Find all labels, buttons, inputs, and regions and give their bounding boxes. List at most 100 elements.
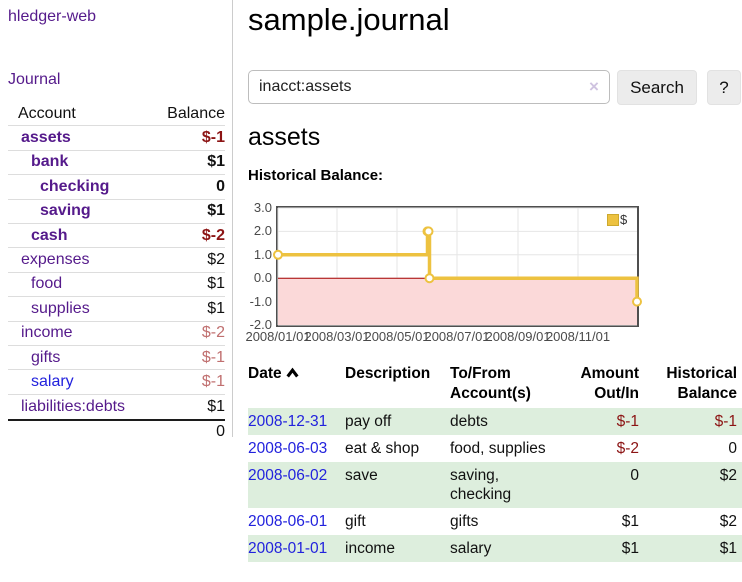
historical-balance-chart: $ 3.0 2.0 1.0 0.0 -1.0 -2.0 2008/01/01 2008/03/…	[245, 200, 668, 346]
transaction-amount: 0	[630, 467, 639, 484]
date-header-label: Date	[248, 365, 282, 382]
transaction-date-link[interactable]: 2008-01-01	[248, 540, 328, 557]
account-row: income $-2	[8, 322, 225, 346]
x-axis-tick-label: 2008/05/01	[364, 329, 430, 344]
register-header-row: Date Description To/From Account(s) Amou…	[248, 362, 742, 408]
x-axis-tick-label: 2008/09/01	[485, 329, 551, 344]
account-link-food[interactable]: food	[31, 275, 63, 293]
account-balance: 0	[216, 177, 225, 195]
transaction-accounts: salary	[450, 540, 492, 557]
transaction-description: pay off	[345, 413, 392, 430]
accounts-table-header: Account Balance	[8, 102, 225, 127]
x-axis-tick-label: 2008/07/01	[424, 329, 490, 344]
date-column-header[interactable]: Date	[248, 362, 345, 408]
y-axis-tick-label: 1.0	[253, 246, 272, 262]
transaction-amount: $-2	[616, 440, 639, 457]
transaction-description: save	[345, 467, 378, 484]
y-axis-tick-label: 0.0	[253, 270, 272, 286]
clear-search-icon[interactable]: ×	[589, 77, 599, 96]
transaction-date-link[interactable]: 2008-06-03	[248, 440, 328, 457]
account-link-checking[interactable]: checking	[40, 177, 110, 195]
tofrom-column-header: To/From Account(s)	[450, 365, 531, 402]
account-link-supplies[interactable]: supplies	[31, 299, 90, 317]
transaction-date-link[interactable]: 2008-06-02	[248, 467, 328, 484]
account-balance: $-2	[201, 324, 225, 342]
account-balance: $-2	[201, 226, 225, 244]
account-link-liabilities-debts[interactable]: liabilities:debts	[21, 397, 126, 415]
account-row: salary $-1	[8, 370, 225, 395]
account-balance: $1	[207, 397, 225, 415]
transaction-amount: $-1	[616, 413, 639, 430]
main-content: sample.journal × Search ? assets Histori…	[245, 0, 742, 582]
transaction-balance: $-1	[714, 413, 737, 430]
account-heading: assets	[248, 123, 321, 151]
accounts-table: Account Balance assets $-1 bank $1 check…	[8, 102, 225, 443]
transaction-description: income	[345, 540, 395, 557]
account-row: cash $-2	[8, 224, 225, 249]
account-balance: $1	[207, 153, 225, 171]
help-button[interactable]: ?	[707, 70, 741, 105]
y-axis-tick-label: 2.0	[253, 223, 272, 239]
search-bar: × Search ?	[248, 70, 742, 105]
account-link-gifts[interactable]: gifts	[31, 348, 61, 366]
transaction-description: gift	[345, 513, 366, 530]
y-axis-tick-label: 3.0	[253, 200, 272, 215]
transaction-accounts: debts	[450, 413, 488, 430]
sidebar-item-journal[interactable]: Journal	[8, 71, 61, 88]
brand-link[interactable]: hledger-web	[8, 8, 97, 25]
account-link-salary[interactable]: salary	[31, 372, 74, 390]
accounts-total-row: 0	[8, 419, 225, 443]
account-row: assets $-1	[8, 126, 225, 151]
account-row: liabilities:debts $1	[8, 395, 225, 419]
legend-label: $	[620, 212, 628, 227]
transaction-accounts: saving, checking	[450, 467, 512, 503]
transaction-date-link[interactable]: 2008-06-01	[248, 513, 328, 530]
account-link-income[interactable]: income	[21, 324, 73, 342]
transaction-row: 2008-12-31 pay off debts $-1 $-1	[248, 408, 742, 435]
account-row: expenses $2	[8, 248, 225, 273]
account-row: bank $1	[8, 151, 225, 176]
account-balance: $2	[207, 251, 225, 269]
x-axis-tick-label: 2008/01/01	[245, 329, 311, 344]
transaction-date-link[interactable]: 2008-12-31	[248, 413, 328, 430]
transaction-amount: $1	[621, 540, 639, 557]
account-link-saving[interactable]: saving	[40, 202, 91, 220]
transaction-amount: $1	[621, 513, 639, 530]
account-balance: $1	[207, 202, 225, 220]
account-row: supplies $1	[8, 297, 225, 322]
account-balance: $-1	[201, 348, 225, 366]
account-row: saving $1	[8, 200, 225, 224]
search-button[interactable]: Search	[617, 70, 697, 105]
page-title: sample.journal	[248, 2, 450, 37]
register-table: Date Description To/From Account(s) Amou…	[248, 362, 742, 562]
y-axis-tick-label: -2.0	[249, 317, 272, 332]
transaction-balance: $1	[719, 540, 737, 557]
account-link-expenses[interactable]: expenses	[21, 251, 90, 269]
account-balance: $-1	[201, 372, 225, 390]
account-balance: $1	[207, 275, 225, 293]
account-balance: $1	[207, 299, 225, 317]
y-axis-tick-label: -1.0	[249, 293, 272, 309]
account-row: food $1	[8, 273, 225, 298]
account-link-bank[interactable]: bank	[31, 153, 69, 171]
transaction-row: 2008-06-01 gift gifts $1 $2	[248, 508, 742, 535]
account-column-header: Account	[18, 104, 76, 122]
transaction-description: eat & shop	[345, 440, 420, 457]
amount-column-header: Amount Out/In	[580, 365, 639, 402]
sort-ascending-icon	[286, 364, 299, 384]
chart-heading: Historical Balance:	[248, 167, 384, 184]
account-link-cash[interactable]: cash	[31, 226, 68, 244]
search-input[interactable]	[248, 70, 610, 104]
transaction-balance: $2	[719, 467, 737, 484]
account-link-assets[interactable]: assets	[21, 129, 71, 147]
balance-column-header: Balance	[167, 104, 225, 122]
transaction-accounts: food, supplies	[450, 440, 546, 457]
account-row: gifts $-1	[8, 346, 225, 371]
account-balance: $-1	[201, 129, 225, 147]
legend-swatch-icon	[607, 213, 619, 226]
x-axis-tick-label: 2008/03/01	[304, 329, 370, 344]
transaction-row: 2008-01-01 income salary $1 $1	[248, 535, 742, 562]
description-column-header: Description	[345, 365, 431, 382]
account-row: checking 0	[8, 175, 225, 200]
x-axis-tick-label: 2008/11/01	[545, 329, 611, 344]
